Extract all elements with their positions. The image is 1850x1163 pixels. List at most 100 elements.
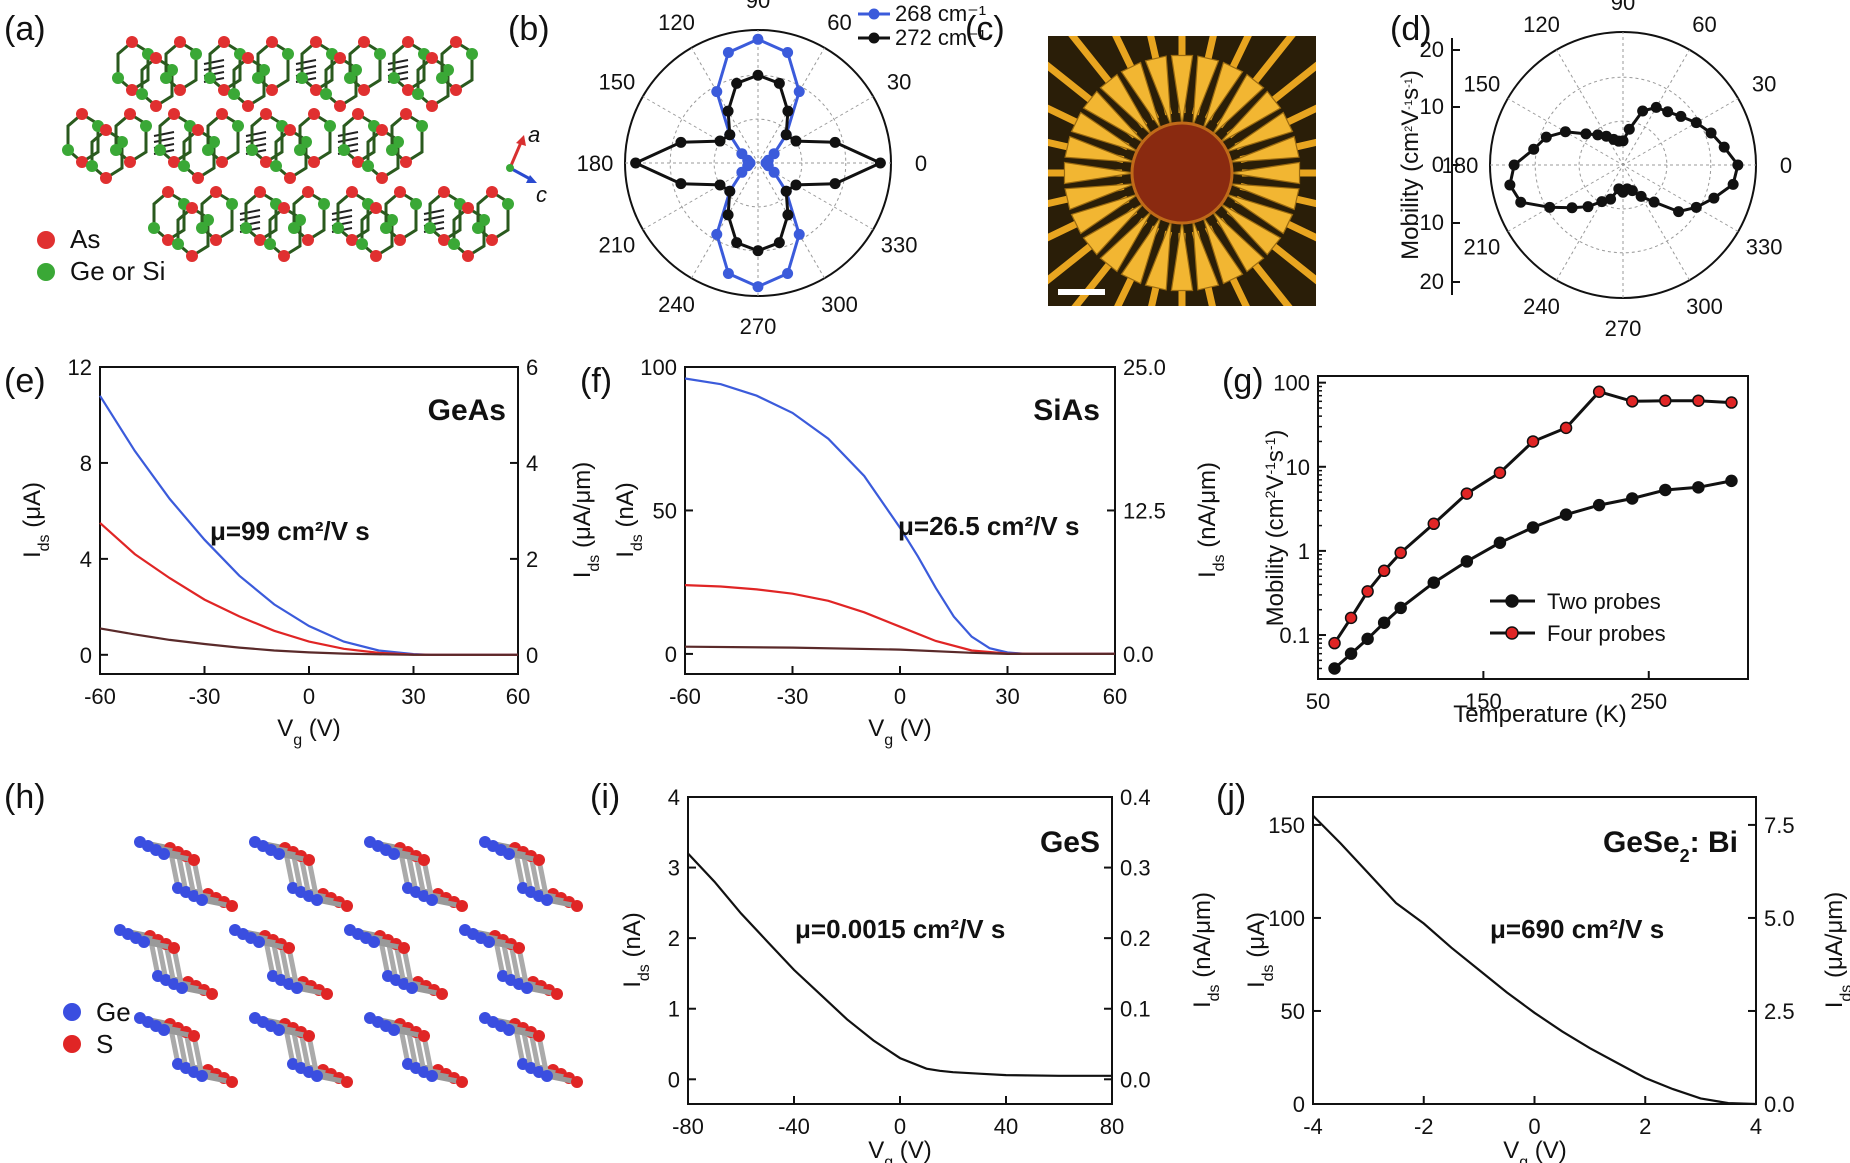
angle-tick-label: 240 xyxy=(658,292,695,317)
y-tick-label: 50 xyxy=(1281,999,1305,1024)
polar-point xyxy=(768,148,780,160)
polar-point xyxy=(773,237,785,249)
bond xyxy=(387,59,409,65)
y2-tick-label: 0.2 xyxy=(1120,926,1151,951)
data-point xyxy=(1344,611,1358,625)
bond xyxy=(421,859,435,901)
atom-as xyxy=(76,108,88,120)
polar-point xyxy=(1528,143,1540,155)
x-axis-label: Temperature (K) xyxy=(1453,701,1626,728)
atom-ge xyxy=(311,1070,323,1082)
polar-point xyxy=(780,185,792,197)
y-tick-label: 100 xyxy=(640,355,677,380)
atom-s xyxy=(188,1030,200,1042)
chart-title: GeS xyxy=(1040,826,1100,859)
atom-as xyxy=(254,186,266,198)
atom-as xyxy=(346,234,358,246)
atom-s xyxy=(533,854,545,866)
polar-point xyxy=(1540,131,1552,143)
angle-tick-label: 330 xyxy=(1746,235,1783,260)
bond xyxy=(528,1031,542,1073)
electrode-finger xyxy=(1144,55,1172,127)
bond xyxy=(295,65,317,71)
atom-s xyxy=(341,1076,353,1088)
angle-tick-label: 90 xyxy=(746,0,770,13)
series-line-1 xyxy=(684,584,1115,656)
bond xyxy=(337,131,359,137)
y2-tick-label: 0.4 xyxy=(1120,785,1151,810)
polar-point xyxy=(782,105,794,117)
data-point xyxy=(1460,487,1474,500)
atom-ge xyxy=(178,160,190,172)
chart-gese2-bi-transfer: -4 -2 0 2 4 0 50 100 150 0.0 2.5 5.0 7.5 GeSe2: Bi μ=6… xyxy=(1243,796,1850,1163)
atom-as xyxy=(426,52,438,64)
electrode-finger xyxy=(1224,111,1294,153)
atom-as xyxy=(242,52,254,64)
data-point xyxy=(1625,492,1639,505)
atom-as xyxy=(310,36,322,48)
electrode-finger xyxy=(1219,90,1282,144)
y2-tick-label: 5.0 xyxy=(1764,906,1795,931)
atom-as xyxy=(254,234,266,246)
electrode-finger xyxy=(1099,73,1153,136)
x-tick-label: 2 xyxy=(1639,1114,1651,1139)
radial-tick-label: 20 xyxy=(1420,37,1444,62)
y2-tick-label: 0 xyxy=(526,643,538,668)
polar-point xyxy=(752,245,764,257)
axis-a-label: a xyxy=(528,122,540,147)
data-point xyxy=(1692,481,1705,494)
atom-ge xyxy=(388,848,400,860)
atom-as xyxy=(174,36,186,48)
legend-s: S xyxy=(96,1029,113,1059)
atom-ge xyxy=(264,238,276,250)
atom-ge xyxy=(176,982,188,994)
bond xyxy=(298,855,312,897)
bond xyxy=(203,59,225,65)
atom-ge xyxy=(160,72,172,84)
x-tick-label: -4 xyxy=(1303,1114,1323,1139)
bond xyxy=(401,947,415,989)
electrode-finger xyxy=(1228,183,1300,211)
x-tick-label: 40 xyxy=(994,1114,1018,1139)
x-tick-label: -60 xyxy=(84,684,116,709)
atom-as xyxy=(486,186,498,198)
legend-marker xyxy=(1505,594,1519,608)
axes-indicator: a c xyxy=(506,122,547,207)
atom-s xyxy=(571,900,583,912)
polar-point xyxy=(736,166,748,178)
electrode-finger xyxy=(1211,210,1265,273)
polar-grid-spoke xyxy=(642,96,874,230)
polar-grid-ring xyxy=(669,74,847,252)
polar-point xyxy=(1732,159,1744,171)
polar-point xyxy=(1504,179,1516,191)
atom-as xyxy=(168,156,180,168)
panel-label-e: (e) xyxy=(4,362,46,400)
electrode-finger xyxy=(1064,135,1136,163)
angle-tick-label: 180 xyxy=(577,151,614,176)
atom-ge xyxy=(252,72,264,84)
crystal-structure-geas xyxy=(62,36,514,262)
atom-ge xyxy=(483,936,495,948)
polar-point xyxy=(790,135,802,147)
angle-tick-label: 30 xyxy=(887,70,911,95)
y-tick-label: 8 xyxy=(80,451,92,476)
bond xyxy=(286,947,300,989)
atom-ge xyxy=(158,1024,170,1036)
x-tick-label: -2 xyxy=(1414,1114,1434,1139)
atom-as xyxy=(216,156,228,168)
atom-as xyxy=(210,186,222,198)
mobility-annotation: μ=26.5 cm²/V s xyxy=(898,511,1079,541)
y-tick-label: 4 xyxy=(80,547,92,572)
atom-ge xyxy=(294,144,306,156)
polar-point xyxy=(1718,141,1730,153)
data-point xyxy=(1328,636,1341,650)
atom-s xyxy=(513,942,525,954)
bond xyxy=(183,855,197,897)
bond xyxy=(163,943,177,985)
electrode-finger xyxy=(1063,161,1135,185)
legend-label: 268 cm⁻¹ xyxy=(895,1,986,26)
bond xyxy=(171,947,185,989)
angle-tick-label: 210 xyxy=(598,233,635,258)
y-tick-label: 150 xyxy=(1268,813,1305,838)
y2-tick-label: 25.0 xyxy=(1123,355,1166,380)
